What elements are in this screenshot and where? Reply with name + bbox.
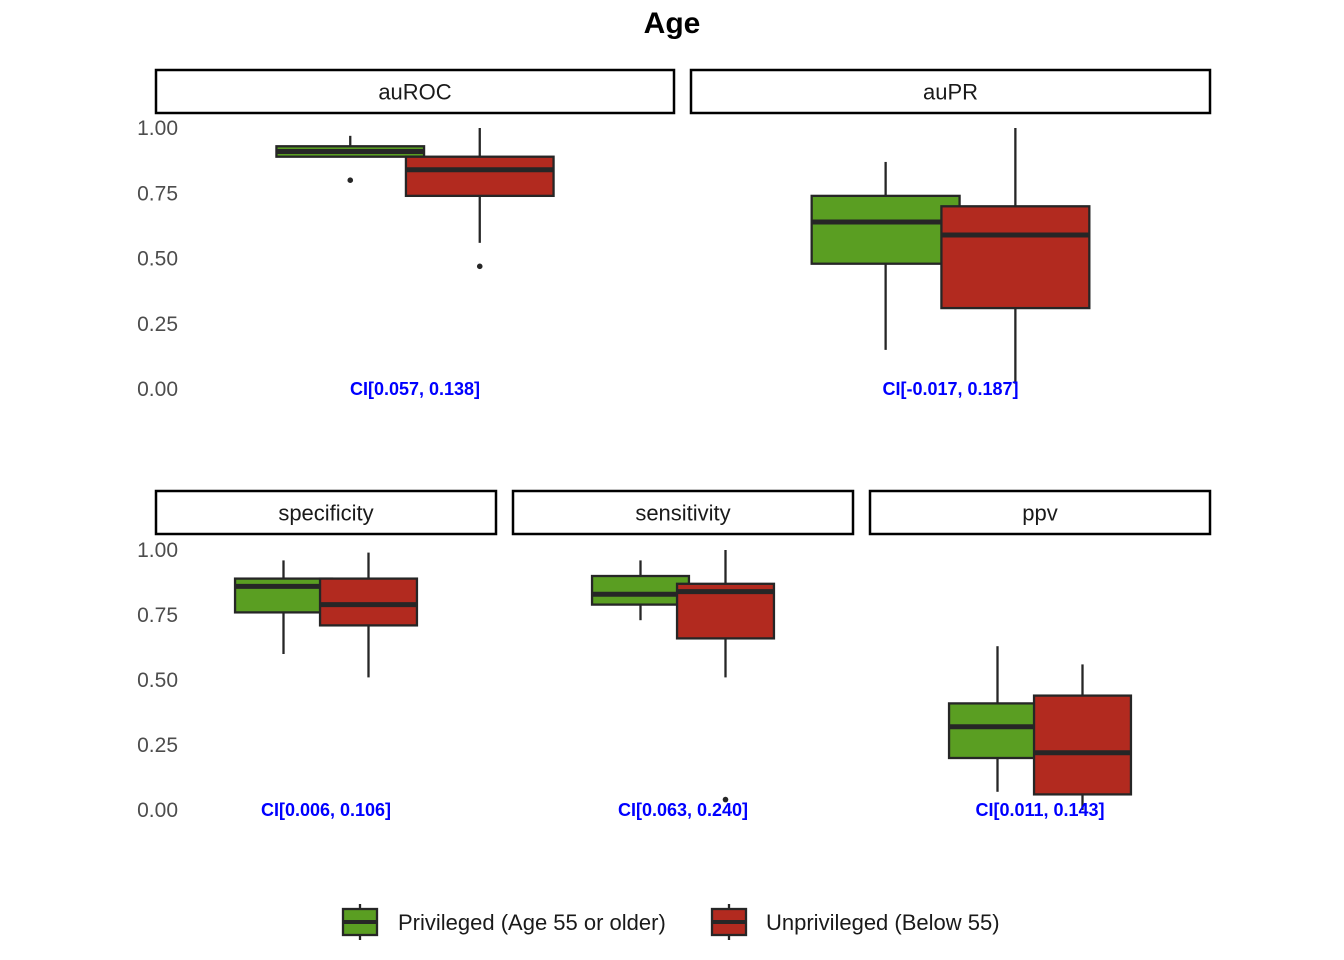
y-tick-label: 0.00 <box>137 799 178 822</box>
ci-annotation: CI[-0.017, 0.187] <box>882 379 1018 399</box>
ci-annotation: CI[0.063, 0.240] <box>618 800 748 820</box>
iqr-box <box>233 577 334 614</box>
iqr-box <box>318 577 419 627</box>
box-unprivileged <box>1032 664 1133 810</box>
strip-box <box>154 489 498 536</box>
panel-auPR: auPR CI[-0.017, 0.187] <box>689 68 1212 399</box>
iqr-box <box>590 574 691 606</box>
box-privileged <box>810 161 961 350</box>
panel-auROC: auROC CI[0.057, 0.138] <box>154 68 676 399</box>
outlier-point <box>722 796 729 803</box>
panel-ppv: ppv CI[0.011, 0.143] <box>868 489 1212 820</box>
y-tick-label: 0.50 <box>137 248 178 271</box>
legend-label: Privileged (Age 55 or older) <box>398 910 666 935</box>
y-axis-row-2: 0.00 0.25 0.50 0.75 1.00 <box>137 539 178 822</box>
box-privileged <box>590 560 691 621</box>
box-privileged <box>947 646 1048 792</box>
ci-annotation: CI[0.011, 0.143] <box>975 800 1104 820</box>
legend-label: Unprivileged (Below 55) <box>766 910 1000 935</box>
iqr-box <box>404 155 555 198</box>
y-tick-label: 0.25 <box>137 734 178 757</box>
ci-annotation: CI[0.057, 0.138] <box>350 379 480 399</box>
box-unprivileged <box>675 550 776 803</box>
strip-box <box>868 489 1212 536</box>
box-unprivileged <box>404 128 555 270</box>
panel-specificity: specificity CI[0.006, 0.106] <box>154 489 498 820</box>
panels: 0.00 0.25 0.50 0.75 1.00 0.00 0.25 0.50 0.75 1.00… <box>137 68 1212 822</box>
y-tick-label: 0.25 <box>137 313 178 336</box>
strip-label: sensitivity <box>635 501 730 526</box>
box-unprivileged <box>318 552 419 678</box>
chart-title: Age <box>644 7 701 40</box>
y-tick-label: 0.75 <box>137 604 178 627</box>
iqr-box <box>940 205 1091 310</box>
y-tick-label: 1.00 <box>137 117 178 140</box>
strip-label: auROC <box>378 80 451 105</box>
y-axis-row-1: 0.00 0.25 0.50 0.75 1.00 <box>137 117 178 401</box>
y-tick-label: 0.75 <box>137 182 178 205</box>
box-unprivileged <box>940 128 1091 384</box>
legend-item-unprivileged: Unprivileged (Below 55) <box>710 904 1000 940</box>
strip-box <box>511 489 855 536</box>
strip-label: auPR <box>923 80 978 105</box>
y-tick-label: 0.00 <box>137 378 178 401</box>
y-tick-label: 0.50 <box>137 669 178 692</box>
strip-box <box>154 68 676 115</box>
legend-item-privileged: Privileged (Age 55 or older) <box>341 904 666 940</box>
legend: Privileged (Age 55 or older) Unprivileged… <box>341 904 1000 940</box>
strip-box <box>689 68 1212 115</box>
strip-label: specificity <box>278 501 373 526</box>
y-tick-label: 1.00 <box>137 539 178 562</box>
iqr-box <box>1032 694 1133 796</box>
iqr-box <box>947 702 1048 760</box>
box-privileged <box>233 560 334 654</box>
panel-sensitivity: sensitivity CI[0.063, 0.240] <box>511 489 855 820</box>
strip-label: ppv <box>1022 501 1057 526</box>
outlier-point <box>347 177 354 183</box>
ci-annotation: CI[0.006, 0.106] <box>261 800 391 820</box>
box-privileged <box>275 135 426 183</box>
iqr-box <box>810 194 961 265</box>
outlier-point <box>476 263 483 270</box>
